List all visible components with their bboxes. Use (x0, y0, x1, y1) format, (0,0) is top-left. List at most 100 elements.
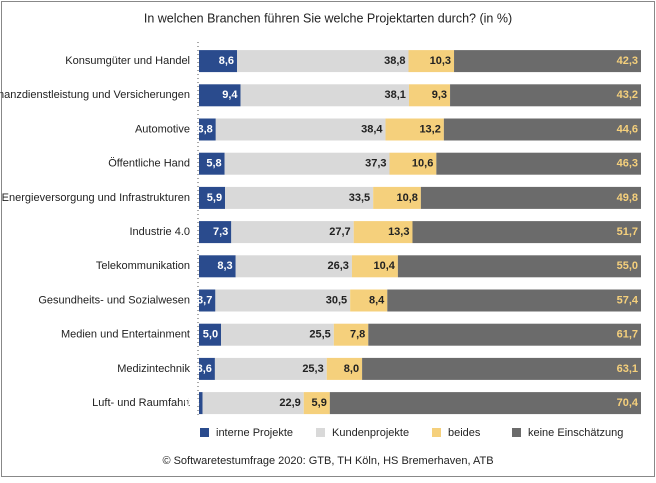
bar-segment (199, 50, 238, 73)
data-label: 13,3 (388, 226, 409, 238)
bar-segment (436, 152, 641, 175)
y-tick-label: Medizintechnik (117, 363, 190, 375)
bar-segment (215, 118, 386, 141)
data-label: 43,2 (617, 89, 638, 101)
bar-segment (199, 323, 222, 346)
data-label: 10,4 (373, 260, 395, 272)
bar-segment (412, 221, 641, 244)
bar-segment (199, 221, 232, 244)
y-tick-label: Gesundheits- und Sozialwesen (38, 294, 190, 306)
data-label: 3,6 (197, 363, 212, 375)
bar-segment (454, 50, 641, 73)
data-label: 49,8 (617, 192, 638, 204)
data-label: 46,3 (617, 158, 638, 170)
data-label: 37,3 (365, 158, 386, 170)
data-label: 55,0 (617, 260, 638, 272)
bar-segment (199, 255, 236, 278)
bar-segment (237, 50, 409, 73)
y-tick-label: Luft- und Raumfahrt (92, 397, 190, 409)
data-label: 10,3 (430, 55, 451, 67)
bar-segment (214, 357, 327, 380)
data-label: 3,7 (197, 294, 212, 306)
bar-segment (231, 221, 354, 244)
data-label: 8,0 (344, 363, 359, 375)
y-tick-label: Industrie 4.0 (129, 226, 190, 238)
bar-segment (368, 323, 641, 346)
data-label: 44,6 (617, 123, 638, 135)
data-label: 70,4 (617, 397, 639, 409)
bar-segment (351, 255, 398, 278)
legend-swatch (316, 428, 325, 437)
chart-title: In welchen Branchen führen Sie welche Pr… (144, 11, 512, 25)
bar-segment (389, 152, 437, 175)
data-label: 5,9 (207, 192, 222, 204)
y-tick-label: Telekommunikation (96, 260, 190, 272)
data-label: 30,5 (326, 294, 347, 306)
bar-segment (353, 221, 413, 244)
data-label: 8,3 (217, 260, 232, 272)
data-label: 27,7 (329, 226, 350, 238)
data-label: 25,3 (302, 363, 323, 375)
data-label: 8,6 (219, 55, 234, 67)
y-tick-label: Energieversorgung und Infrastrukturen (2, 192, 190, 204)
data-label: 61,7 (617, 329, 638, 341)
bar-segment (235, 255, 352, 278)
bar-segment (215, 289, 351, 312)
bar-segment (408, 50, 455, 73)
data-label: 9,3 (432, 89, 447, 101)
data-label: 25,5 (309, 329, 330, 341)
bar-segment (350, 289, 388, 312)
y-tick-label: Konsumgüter und Handel (65, 55, 190, 67)
y-tick-label: Finanzdienstleistung und Versicherungen (0, 89, 190, 101)
bar-segment (240, 84, 409, 107)
legend-label: keine Einschätzung (528, 427, 623, 439)
data-label: 57,4 (617, 294, 639, 306)
bar-segment (385, 118, 444, 141)
bar-segment (397, 255, 641, 278)
bar-segment (408, 84, 451, 107)
bar-segment (202, 392, 304, 415)
data-label: 3,8 (197, 123, 212, 135)
data-label: 10,8 (396, 192, 417, 204)
bar-segment (333, 323, 369, 346)
data-label: 13,2 (419, 123, 440, 135)
data-label: 5,0 (203, 329, 218, 341)
data-label: 10,6 (412, 158, 433, 170)
bar-segment (362, 357, 641, 380)
legend-swatch (432, 428, 441, 437)
data-label: 33,5 (349, 192, 370, 204)
bar-segment (420, 186, 641, 209)
legend-label: interne Projekte (216, 427, 293, 439)
data-label: 42,3 (617, 55, 638, 67)
bar-segment (387, 289, 641, 312)
bar-segment (329, 392, 641, 415)
data-label: 7,8 (350, 329, 365, 341)
data-label: 5,9 (312, 397, 327, 409)
bar-segment (326, 357, 363, 380)
legend-label: beides (448, 427, 481, 439)
data-label: 7,3 (213, 226, 228, 238)
bar-segment (199, 392, 203, 415)
y-tick-label: Automotive (135, 123, 190, 135)
bar-segment (199, 84, 241, 107)
data-label: 9,4 (222, 89, 238, 101)
data-label: 51,7 (617, 226, 638, 238)
bar-segment (303, 392, 330, 415)
data-label: 63,1 (617, 363, 638, 375)
bar-segment (443, 118, 641, 141)
legend-swatch (200, 428, 209, 437)
bar-segment (225, 186, 374, 209)
footer: © Softwaretestumfrage 2020: GTB, TH Köln… (162, 455, 493, 467)
data-label: 0,8 (184, 397, 199, 409)
bar-segment (199, 152, 225, 175)
data-label: 38,1 (385, 89, 406, 101)
bar-segment (373, 186, 421, 209)
data-label: 38,8 (384, 55, 405, 67)
data-label: 38,4 (361, 123, 383, 135)
legend-label: Kundenprojekte (332, 427, 409, 439)
bar-segment (199, 289, 216, 312)
data-label: 22,9 (279, 397, 300, 409)
bar-segment (199, 357, 215, 380)
bar-segment (450, 84, 641, 107)
